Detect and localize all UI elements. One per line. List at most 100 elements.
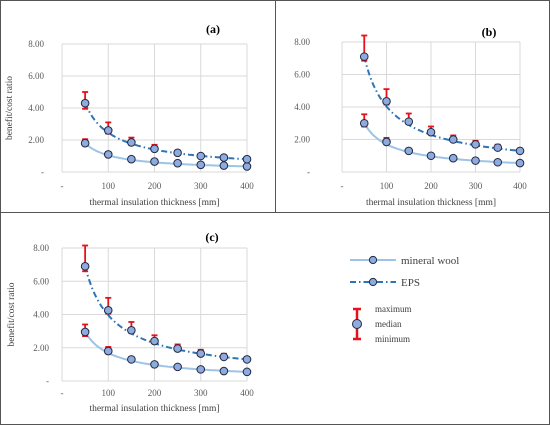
y-tick-label: 8.00 xyxy=(28,39,44,49)
data-point-eps xyxy=(196,349,206,358)
data-point-mineral-wool xyxy=(515,158,525,168)
data-point-eps xyxy=(196,151,206,161)
data-point-mineral-wool xyxy=(471,156,480,165)
x-tick-label: - xyxy=(61,388,64,398)
legend: mineral wool EPS maximum median minimum xyxy=(350,255,459,344)
data-point-eps xyxy=(242,355,252,364)
legend-label-maximum: maximum xyxy=(375,304,412,314)
x-tick-label: 100 xyxy=(102,388,116,398)
data-point-mineral-wool xyxy=(493,157,503,167)
x-tick-label: 300 xyxy=(194,388,208,398)
legend-label-mineral-wool: mineral wool xyxy=(401,255,459,267)
y-axis-title: benefit/cost ratio xyxy=(6,282,17,346)
y-tick-label: 4.00 xyxy=(33,310,49,320)
x-tick-label: 400 xyxy=(513,181,527,191)
data-point-eps xyxy=(404,117,414,126)
data-point-eps xyxy=(382,97,391,106)
data-point-eps xyxy=(173,344,182,353)
data-point-mineral-wool xyxy=(103,150,113,159)
data-point-mineral-wool xyxy=(173,362,182,372)
legend-marker-mineral-wool xyxy=(368,255,378,265)
data-point-eps xyxy=(103,306,113,315)
data-point-mineral-wool xyxy=(219,366,229,376)
data-point-mineral-wool xyxy=(242,367,252,377)
y-tick-label: 4.00 xyxy=(294,102,310,112)
data-point-mineral-wool xyxy=(150,157,159,166)
data-point-mineral-wool xyxy=(150,360,159,369)
data-point-eps xyxy=(242,154,252,164)
y-tick-label: 8.00 xyxy=(294,37,310,47)
y-tick-label: - xyxy=(46,376,49,386)
x-tick-label: 400 xyxy=(240,388,254,398)
data-point-mineral-wool xyxy=(196,365,206,374)
data-point-mineral-wool xyxy=(127,355,136,364)
data-point-eps xyxy=(515,146,525,156)
data-point-eps xyxy=(471,140,480,149)
legend-median-marker xyxy=(352,319,362,329)
data-point-mineral-wool xyxy=(359,118,369,128)
x-axis-title: thermal insulation thickness [mm] xyxy=(89,404,219,414)
x-tick-label: 100 xyxy=(380,181,394,191)
chart-panel-a: - 2.00 4.00 6.00 8.00 - 100 200 300 400 thermal in… xyxy=(4,22,254,208)
data-point-eps xyxy=(493,143,503,152)
data-point-eps xyxy=(359,52,369,61)
y-tick-label: 2.00 xyxy=(33,343,49,353)
y-tick-label: 4.00 xyxy=(28,103,44,113)
x-tick-label: 300 xyxy=(469,181,483,191)
y-tick-label: 6.00 xyxy=(33,276,49,286)
chart-panel-c: - 2.00 4.00 6.00 8.00 - 100 200 300 400 thermal in… xyxy=(6,230,254,414)
x-tick-label: - xyxy=(61,181,64,191)
legend-label-minimum: minimum xyxy=(375,334,410,344)
data-point-eps xyxy=(127,325,136,335)
data-point-mineral-wool xyxy=(80,138,90,148)
x-tick-label: 200 xyxy=(148,388,162,398)
x-tick-label: 200 xyxy=(424,181,438,191)
x-tick-label: 400 xyxy=(240,181,254,191)
x-axis-title: thermal insulation thickness [mm] xyxy=(366,198,496,208)
data-point-eps xyxy=(80,261,90,271)
data-point-mineral-wool xyxy=(219,161,229,170)
x-tick-label: 300 xyxy=(194,181,208,191)
data-point-mineral-wool xyxy=(382,137,391,147)
y-tick-label: 6.00 xyxy=(294,70,310,80)
panel-label: (b) xyxy=(482,25,497,39)
legend-marker-eps xyxy=(368,277,378,287)
data-point-mineral-wool xyxy=(80,327,90,337)
data-point-mineral-wool xyxy=(404,146,414,156)
x-tick-label: - xyxy=(341,181,344,191)
x-tick-label: 200 xyxy=(148,181,162,191)
data-point-eps xyxy=(448,135,458,144)
panel-label: (c) xyxy=(205,230,218,244)
data-point-eps xyxy=(80,98,90,108)
data-point-eps xyxy=(426,127,436,137)
data-point-mineral-wool xyxy=(196,160,206,170)
y-axis-title: benefit/cost ratio xyxy=(4,76,15,140)
data-point-mineral-wool xyxy=(448,153,458,163)
y-tick-label: 2.00 xyxy=(294,135,310,145)
y-tick-label: - xyxy=(41,167,44,177)
legend-label-median: median xyxy=(375,319,402,329)
y-tick-label: - xyxy=(307,167,310,177)
x-axis-title: thermal insulation thickness [mm] xyxy=(89,198,219,208)
data-point-mineral-wool xyxy=(173,158,182,168)
x-tick-label: 100 xyxy=(102,181,116,191)
y-tick-label: 2.00 xyxy=(28,135,44,145)
chart-panel-b: - 2.00 4.00 6.00 8.00 - 100 200 300 400 thermal in… xyxy=(294,25,527,208)
data-point-eps xyxy=(127,138,136,147)
data-point-eps xyxy=(150,144,159,154)
panel-label: (a) xyxy=(206,22,220,36)
data-point-eps xyxy=(103,126,113,135)
y-tick-label: 6.00 xyxy=(28,71,44,81)
data-point-eps xyxy=(150,336,159,346)
data-point-mineral-wool xyxy=(127,154,136,164)
data-point-mineral-wool xyxy=(426,151,436,161)
legend-label-eps: EPS xyxy=(401,277,420,289)
data-point-eps xyxy=(173,148,182,158)
y-tick-label: 8.00 xyxy=(33,243,49,253)
data-point-mineral-wool xyxy=(103,346,113,356)
data-point-mineral-wool xyxy=(242,162,252,171)
data-point-eps xyxy=(219,352,229,362)
data-point-eps xyxy=(219,153,229,162)
